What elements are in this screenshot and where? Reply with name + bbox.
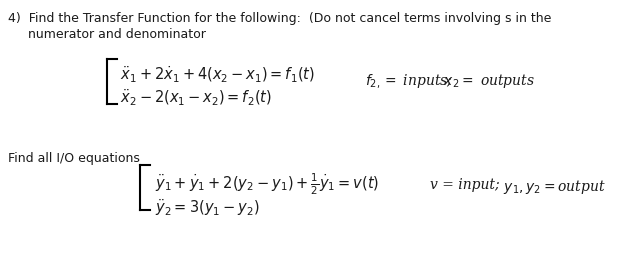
Text: $y_1, y_2=$output: $y_1, y_2=$output: [495, 178, 606, 196]
Text: $\ddot{y}_1 + \dot{y}_1 + 2(y_2 - y_1) + \frac{1}{2}\dot{y}_1 = v(t)$: $\ddot{y}_1 + \dot{y}_1 + 2(y_2 - y_1) +…: [155, 172, 379, 197]
Text: 4)  Find the Transfer Function for the following:  (Do not cancel terms involvin: 4) Find the Transfer Function for the fo…: [8, 12, 552, 25]
Text: v = input;: v = input;: [430, 178, 499, 192]
Text: $\ddot{y}_2 = 3(y_1 - y_2)$: $\ddot{y}_2 = 3(y_1 - y_2)$: [155, 197, 260, 218]
Text: $x_2 =$ outputs: $x_2 =$ outputs: [435, 72, 535, 90]
Text: numerator and denominator: numerator and denominator: [8, 28, 206, 41]
Text: $\ddot{x}_2 - 2(x_1 - x_2) = f_2(t)$: $\ddot{x}_2 - 2(x_1 - x_2) = f_2(t)$: [120, 88, 272, 108]
Text: Find all I/O equations: Find all I/O equations: [8, 152, 140, 165]
Text: $f_{2,}=$ inputs;: $f_{2,}=$ inputs;: [365, 72, 453, 90]
Text: $\ddot{x}_1 + 2\dot{x}_1 + 4(x_2 - x_1) = f_1(t)$: $\ddot{x}_1 + 2\dot{x}_1 + 4(x_2 - x_1) …: [120, 65, 315, 85]
